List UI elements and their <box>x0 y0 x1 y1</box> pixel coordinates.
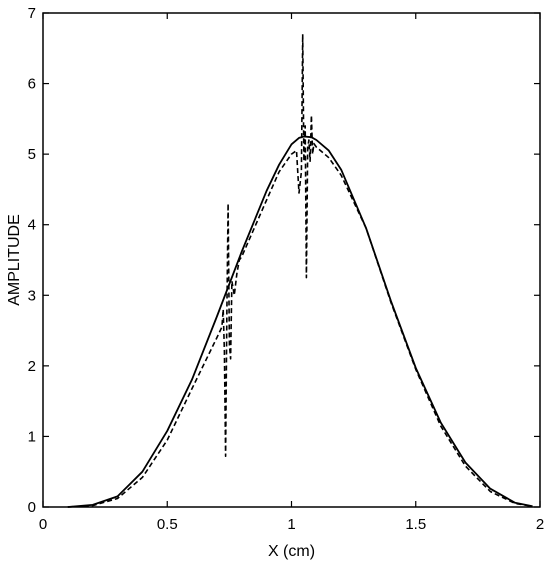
x-tick-label: 0 <box>39 516 47 533</box>
x-axis-label: X (cm) <box>268 543 315 560</box>
y-tick-label: 5 <box>28 146 36 163</box>
y-tick-label: 6 <box>28 76 36 93</box>
y-tick-label: 3 <box>28 287 36 304</box>
x-tick-label: 1.5 <box>405 516 426 533</box>
tick-labels: 0 0.5 1 1.5 2 0 1 2 3 4 5 6 7 <box>28 5 545 533</box>
y-tick-label: 4 <box>28 217 36 234</box>
y-tick-label: 2 <box>28 358 36 375</box>
plot-frame <box>42 12 541 508</box>
y-tick-label: 7 <box>28 5 36 22</box>
y-tick-label: 0 <box>28 499 36 516</box>
series-line-solid <box>67 135 533 508</box>
plot-lines <box>67 33 533 508</box>
axis-ticks <box>42 12 541 508</box>
y-tick-label: 1 <box>28 428 36 445</box>
x-tick-label: 2 <box>536 516 544 533</box>
series-line-dashed <box>67 33 533 508</box>
x-tick-label: 1 <box>287 516 295 533</box>
x-tick-label: 0.5 <box>157 516 178 533</box>
y-axis-label: AMPLITUDE <box>6 214 23 306</box>
